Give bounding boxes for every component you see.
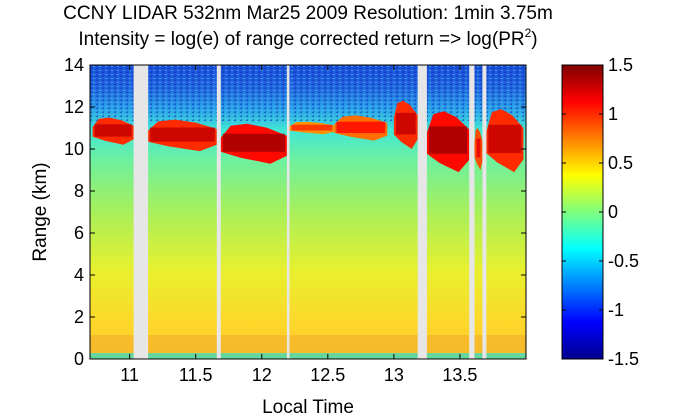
y-tick-label: 10 bbox=[64, 139, 84, 159]
cloud-core bbox=[150, 127, 215, 142]
chart-title-line1: CCNY LIDAR 532nm Mar25 2009 Resolution: … bbox=[63, 3, 553, 24]
y-tick-label: 12 bbox=[64, 97, 84, 117]
colorbar-tick-label: -1.5 bbox=[608, 349, 639, 369]
y-axis: 0 2 4 6 8 10 12 14 bbox=[64, 55, 526, 369]
data-gap bbox=[482, 65, 487, 359]
data-gaps bbox=[133, 65, 487, 359]
colorbar-tick-label: -0.5 bbox=[608, 251, 639, 271]
plot-frame bbox=[89, 64, 527, 360]
y-tick-label: 2 bbox=[74, 307, 84, 327]
y-tick-label: 8 bbox=[74, 181, 84, 201]
colorbar-tick-label: -1 bbox=[608, 300, 624, 320]
surface-band bbox=[90, 353, 526, 359]
x-axis: 11 11.5 12 12.5 13 13.5 bbox=[120, 65, 477, 385]
cloud-core bbox=[428, 126, 468, 154]
x-axis-label: Local Time bbox=[262, 397, 354, 418]
colorbar-gradient bbox=[562, 65, 603, 359]
cloud-core bbox=[291, 124, 333, 131]
cloud-layer bbox=[92, 100, 524, 173]
cloud-core bbox=[336, 121, 386, 133]
data-gap bbox=[417, 65, 427, 359]
colorbar-tick-label: 0.5 bbox=[608, 153, 633, 173]
x-tick-label: 11 bbox=[120, 365, 139, 385]
cloud-core bbox=[395, 112, 416, 135]
x-tick-label: 13 bbox=[384, 365, 404, 385]
data-gap bbox=[469, 65, 475, 359]
cloud-core bbox=[488, 124, 522, 154]
boundary-layer bbox=[90, 335, 526, 353]
x-tick-label: 12 bbox=[252, 365, 272, 385]
heatmap-area bbox=[90, 65, 526, 359]
data-gap bbox=[286, 65, 290, 359]
colorbar: 1.5 1 0.5 0 -0.5 -1 -1.5 bbox=[561, 55, 639, 369]
x-tick-label: 11.5 bbox=[179, 365, 213, 385]
data-gap bbox=[133, 65, 149, 359]
y-tick-label: 6 bbox=[74, 223, 84, 243]
chart-title-line2: Intensity = log(e) of range corrected re… bbox=[78, 26, 537, 50]
data-gap bbox=[216, 65, 221, 359]
cloud-core bbox=[94, 124, 132, 137]
title-line2-text: Intensity = log(e) of range corrected re… bbox=[78, 29, 524, 50]
high-altitude-noise bbox=[90, 65, 526, 123]
y-tick-label: 0 bbox=[74, 349, 84, 369]
colorbar-tick-label: 1.5 bbox=[608, 55, 633, 75]
colorbar-ticks: 1.5 1 0.5 0 -0.5 -1 -1.5 bbox=[562, 55, 639, 369]
title-close-paren: ) bbox=[531, 29, 537, 50]
x-tick-label: 13.5 bbox=[442, 365, 477, 385]
cloud-core bbox=[222, 133, 285, 152]
title-superscript: 2 bbox=[525, 26, 532, 40]
x-tick-label: 12.5 bbox=[310, 365, 345, 385]
cloud-core bbox=[476, 138, 481, 158]
colorbar-tick-label: 1 bbox=[608, 104, 618, 124]
y-tick-label: 4 bbox=[74, 265, 84, 285]
y-axis-label: Range (km) bbox=[30, 162, 51, 261]
colorbar-tick-label: 0 bbox=[608, 202, 618, 222]
y-tick-label: 14 bbox=[64, 55, 84, 75]
